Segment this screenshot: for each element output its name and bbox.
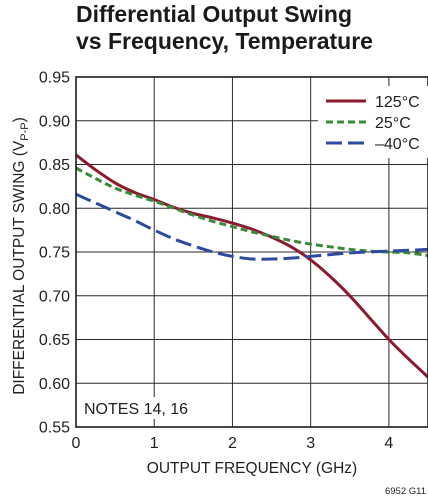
legend: 125°C 25°C –40°C bbox=[318, 86, 428, 158]
y-tick-label: 0.70 bbox=[39, 288, 70, 305]
series-line-1 bbox=[75, 166, 428, 257]
y-axis-label: DIFFERENTIAL OUTPUT SWING (VP-P) bbox=[11, 117, 31, 395]
y-tick-label: 0.95 bbox=[39, 70, 70, 87]
x-tick-label: 0 bbox=[72, 435, 81, 452]
series-line-0 bbox=[75, 153, 428, 379]
legend-label-2: –40°C bbox=[375, 136, 420, 153]
title-line-2: vs Frequency, Temperature bbox=[76, 28, 373, 54]
legend-label-1: 25°C bbox=[375, 115, 411, 132]
x-tick-labels: 0 1 2 3 4 bbox=[72, 435, 394, 452]
x-tick-label: 1 bbox=[150, 435, 159, 452]
legend-label-0: 125°C bbox=[375, 94, 420, 111]
grid bbox=[75, 76, 428, 428]
title-line-1: Differential Output Swing bbox=[76, 1, 352, 27]
y-tick-label: 0.55 bbox=[39, 420, 70, 437]
y-axis-label-subscript: P-P bbox=[19, 122, 31, 140]
y-tick-labels: 0.55 0.60 0.65 0.70 0.75 0.80 0.85 0.90 0.95 bbox=[39, 70, 70, 437]
y-axis-label-main: DIFFERENTIAL OUTPUT SWING (V bbox=[11, 140, 28, 395]
series-line-2 bbox=[75, 192, 428, 261]
series-lines bbox=[75, 153, 428, 379]
y-tick-label: 0.80 bbox=[39, 201, 70, 218]
notes-annotation: NOTES 14, 16 bbox=[84, 401, 188, 418]
plot-frame bbox=[75, 76, 428, 428]
y-tick-label: 0.60 bbox=[39, 376, 70, 393]
y-tick-label: 0.75 bbox=[39, 245, 70, 262]
y-tick-label: 0.85 bbox=[39, 157, 70, 174]
x-tick-label: 3 bbox=[306, 435, 315, 452]
y-tick-label: 0.90 bbox=[39, 113, 70, 130]
y-tick-label: 0.65 bbox=[39, 332, 70, 349]
figure-code: 6952 G11 bbox=[385, 486, 426, 497]
note-background bbox=[80, 397, 188, 419]
x-axis-label: OUTPUT FREQUENCY (GHz) bbox=[147, 460, 357, 477]
x-tick-label: 2 bbox=[228, 435, 237, 452]
legend-background bbox=[318, 86, 428, 158]
y-axis-label-close: ) bbox=[11, 117, 28, 122]
x-tick-label: 4 bbox=[384, 435, 393, 452]
